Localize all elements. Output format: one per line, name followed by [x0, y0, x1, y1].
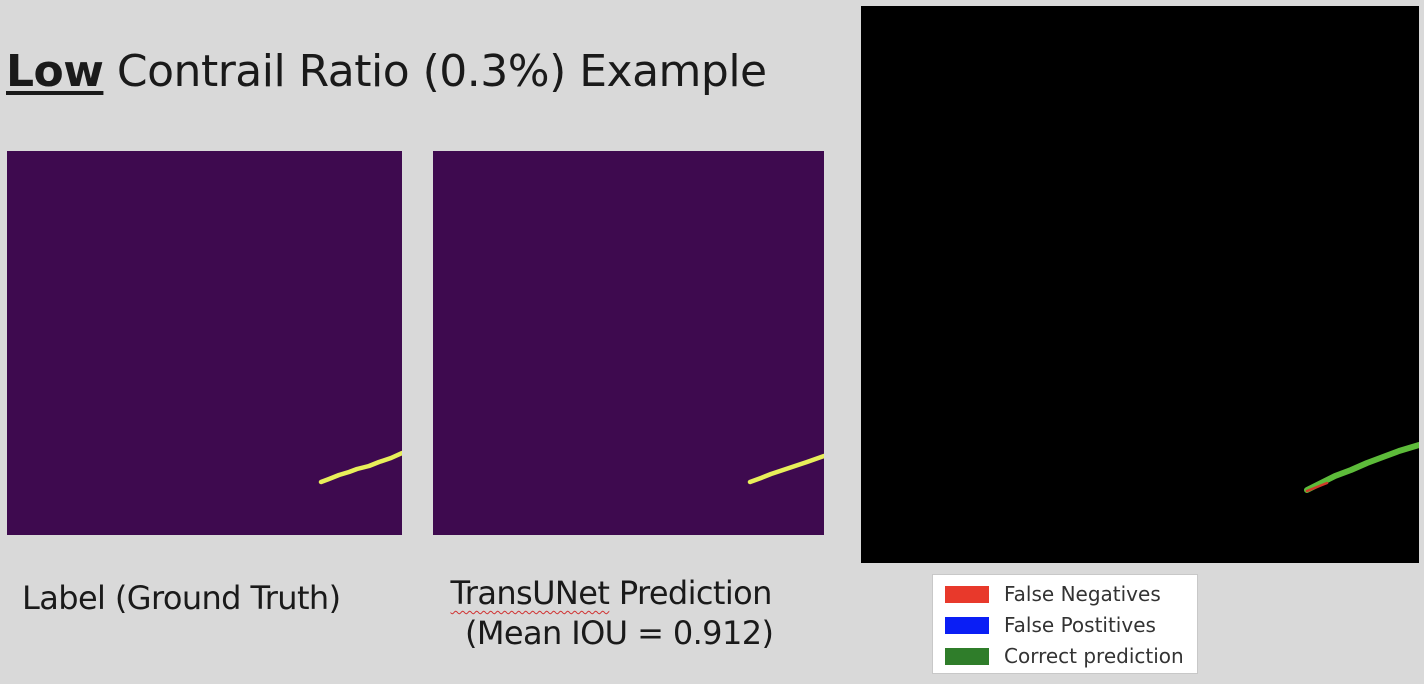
legend-label: False Negatives	[1004, 582, 1161, 606]
legend-item-false-negatives: False Negatives	[945, 581, 1161, 607]
legend-label: False Postitives	[1004, 613, 1156, 637]
prediction-caption-text: Prediction	[609, 574, 773, 612]
false-negative-fragment	[1305, 481, 1329, 493]
prediction-contrail-line	[747, 453, 824, 485]
label-caption: Label (Ground Truth)	[22, 579, 341, 617]
prediction-caption: TransUNet Prediction (Mean IOU = 0.912)	[449, 573, 774, 653]
legend-item-false-positives: False Postitives	[945, 612, 1156, 638]
title-emphasis: Low	[6, 46, 104, 97]
legend-swatch-false-negatives	[945, 585, 989, 603]
label-contrail-line	[318, 450, 402, 485]
legend-item-correct-prediction: Correct prediction	[945, 643, 1184, 669]
legend-swatch-correct-prediction	[945, 647, 989, 665]
legend-swatch-false-positives	[945, 616, 989, 634]
error-map-image	[861, 6, 1419, 563]
prediction-mask-background	[433, 151, 824, 535]
label-mask-background	[7, 151, 402, 535]
prediction-metric: (Mean IOU = 0.912)	[465, 614, 774, 652]
title-text: Contrail Ratio (0.3%) Example	[103, 46, 767, 97]
correct-prediction-line	[1304, 442, 1419, 493]
legend: False Negatives False Postitives Correct…	[932, 574, 1198, 674]
error-map-background	[861, 6, 1419, 563]
legend-label: Correct prediction	[1004, 644, 1184, 668]
prediction-mask-image	[433, 151, 824, 535]
label-mask-image	[7, 151, 402, 535]
model-name: TransUNet	[450, 574, 610, 612]
slide-title: Low Contrail Ratio (0.3%) Example	[6, 44, 767, 100]
